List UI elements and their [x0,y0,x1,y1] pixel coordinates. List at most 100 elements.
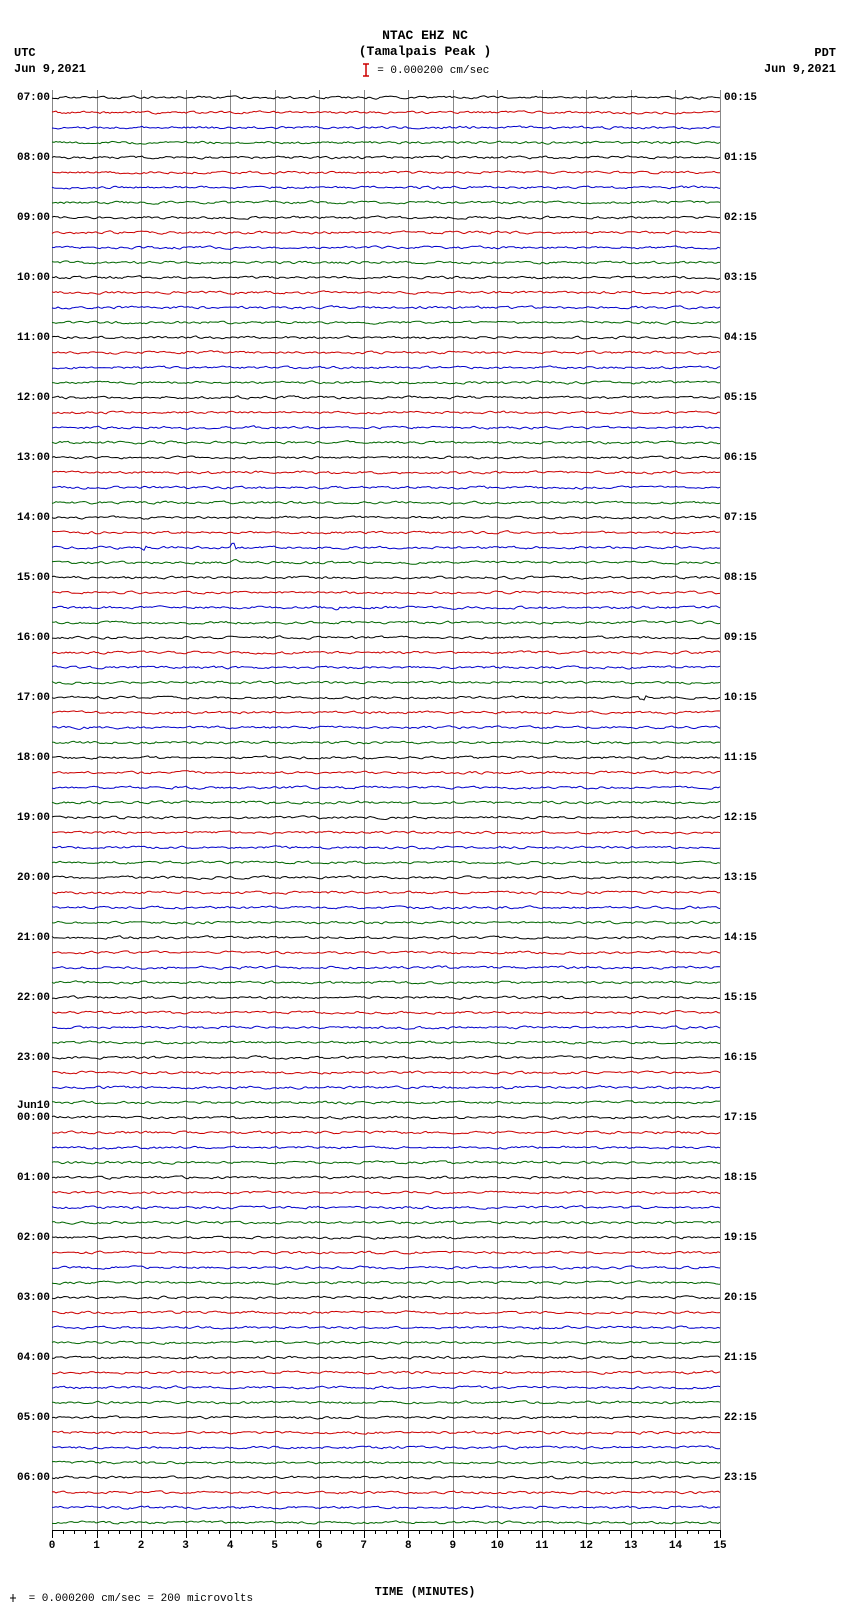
x-minor-tick [464,1530,465,1534]
x-tick [586,1530,587,1538]
x-minor-tick [85,1530,86,1534]
utc-date-prefix: Jun10 [2,1100,50,1112]
x-minor-tick [264,1530,265,1534]
x-minor-tick [475,1530,476,1534]
x-tick [97,1530,98,1538]
x-minor-tick [386,1530,387,1534]
x-tick [408,1530,409,1538]
helicorder-plot [52,90,720,1548]
utc-hour-label: 11:00 [2,332,50,344]
x-tick-label: 13 [621,1540,641,1552]
x-minor-tick [553,1530,554,1534]
x-tick [542,1530,543,1538]
pdt-hour-label: 03:15 [724,272,772,284]
x-minor-tick [397,1530,398,1534]
x-tick [275,1530,276,1538]
x-minor-tick [108,1530,109,1534]
x-minor-tick [620,1530,621,1534]
x-minor-tick [564,1530,565,1534]
pdt-hour-label: 17:15 [724,1112,772,1124]
x-tick-label: 0 [42,1540,62,1552]
header-scale: = 0.000200 cm/sec [0,63,850,78]
pdt-hour-label: 04:15 [724,332,772,344]
x-minor-tick [419,1530,420,1534]
x-tick-label: 5 [265,1540,285,1552]
x-minor-tick [353,1530,354,1534]
x-tick [52,1530,53,1538]
x-minor-tick [375,1530,376,1534]
x-minor-tick [609,1530,610,1534]
x-tick-label: 8 [398,1540,418,1552]
x-minor-tick [687,1530,688,1534]
x-tick [497,1530,498,1538]
x-tick-label: 10 [487,1540,507,1552]
utc-hour-label: 07:00 [2,92,50,104]
utc-hour-label: 03:00 [2,1292,50,1304]
x-minor-tick [174,1530,175,1534]
x-minor-tick [130,1530,131,1534]
x-minor-tick [531,1530,532,1534]
footer-scale-bar-icon [10,1592,22,1604]
pdt-hour-label: 10:15 [724,692,772,704]
x-minor-tick [197,1530,198,1534]
x-minor-tick [598,1530,599,1534]
x-minor-tick [330,1530,331,1534]
x-tick-label: 1 [87,1540,107,1552]
x-minor-tick [442,1530,443,1534]
x-minor-tick [152,1530,153,1534]
trace-95 [52,90,720,1530]
scale-bar-icon [361,63,371,77]
utc-hour-label: 01:00 [2,1172,50,1184]
pdt-hour-label: 18:15 [724,1172,772,1184]
utc-hour-label: 19:00 [2,812,50,824]
utc-hour-label: 08:00 [2,152,50,164]
x-minor-tick [486,1530,487,1534]
x-minor-tick [341,1530,342,1534]
x-minor-tick [520,1530,521,1534]
x-tick-label: 9 [443,1540,463,1552]
utc-hour-label: 12:00 [2,392,50,404]
x-tick-label: 2 [131,1540,151,1552]
x-minor-tick [308,1530,309,1534]
x-minor-tick [74,1530,75,1534]
utc-hour-label: 02:00 [2,1232,50,1244]
x-minor-tick [642,1530,643,1534]
pdt-hour-label: 02:15 [724,212,772,224]
pdt-hour-label: 07:15 [724,512,772,524]
utc-hour-label: 21:00 [2,932,50,944]
pdt-hour-label: 19:15 [724,1232,772,1244]
pdt-hour-label: 20:15 [724,1292,772,1304]
pdt-hour-label: 05:15 [724,392,772,404]
x-tick [631,1530,632,1538]
x-tick-label: 7 [354,1540,374,1552]
utc-hour-label: 14:00 [2,512,50,524]
x-tick-label: 12 [576,1540,596,1552]
x-minor-tick [664,1530,665,1534]
x-tick [319,1530,320,1538]
helicorder-container: NTAC EHZ NC (Tamalpais Peak ) = 0.000200… [0,0,850,1613]
x-tick [364,1530,365,1538]
station-location: (Tamalpais Peak ) [0,44,850,60]
station-code: NTAC EHZ NC [0,28,850,44]
utc-hour-label: 00:00 [2,1112,50,1124]
x-tick [720,1530,721,1538]
x-minor-tick [431,1530,432,1534]
pdt-hour-label: 06:15 [724,452,772,464]
x-tick [186,1530,187,1538]
pdt-hour-label: 21:15 [724,1352,772,1364]
gridline-v [720,90,721,1530]
pdt-hour-label: 01:15 [724,152,772,164]
x-tick-label: 3 [176,1540,196,1552]
utc-hour-label: 23:00 [2,1052,50,1064]
header: NTAC EHZ NC (Tamalpais Peak ) = 0.000200… [0,28,850,78]
x-tick [453,1530,454,1538]
x-minor-tick [508,1530,509,1534]
x-minor-tick [252,1530,253,1534]
x-minor-tick [219,1530,220,1534]
x-tick-label: 4 [220,1540,240,1552]
x-minor-tick [709,1530,710,1534]
utc-hour-label: 09:00 [2,212,50,224]
utc-hour-label: 15:00 [2,572,50,584]
pdt-hour-label: 11:15 [724,752,772,764]
utc-hour-label: 17:00 [2,692,50,704]
